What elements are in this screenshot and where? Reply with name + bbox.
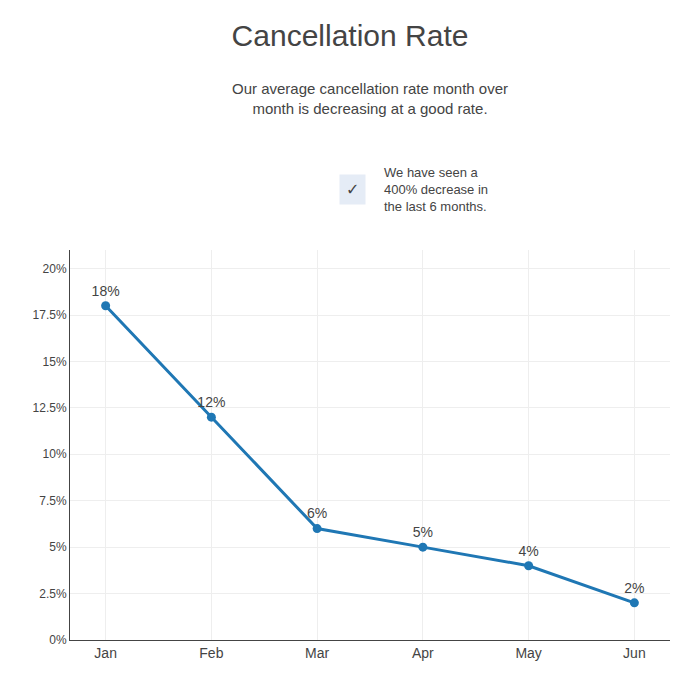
svg-text:May: May [515, 645, 541, 661]
svg-text:7.5%: 7.5% [39, 494, 67, 508]
svg-text:20%: 20% [43, 262, 67, 276]
svg-text:Our average cancellation rate: Our average cancellation rate month over… [232, 80, 508, 117]
svg-text:10%: 10% [43, 447, 67, 461]
svg-text:0%: 0% [49, 633, 67, 647]
svg-text:Jan: Jan [94, 645, 117, 661]
svg-text:6%: 6% [307, 505, 327, 521]
svg-text:12%: 12% [197, 394, 225, 410]
svg-text:Cancellation Rate: Cancellation Rate [232, 19, 469, 52]
svg-text:We have seen a400% decrease in: We have seen a400% decrease inthe last 6… [384, 165, 488, 214]
svg-text:5%: 5% [413, 524, 433, 540]
svg-text:5%: 5% [49, 540, 67, 554]
svg-text:Apr: Apr [412, 645, 434, 661]
svg-text:Mar: Mar [305, 645, 329, 661]
svg-text:2.5%: 2.5% [39, 587, 67, 601]
svg-text:15%: 15% [43, 355, 67, 369]
svg-text:18%: 18% [92, 283, 120, 299]
svg-text:✓: ✓ [346, 181, 359, 198]
svg-text:4%: 4% [519, 543, 539, 559]
svg-text:Feb: Feb [199, 645, 223, 661]
svg-text:Jun: Jun [623, 645, 646, 661]
svg-text:2%: 2% [624, 580, 644, 596]
svg-text:17.5%: 17.5% [33, 308, 67, 322]
svg-text:12.5%: 12.5% [33, 401, 67, 415]
